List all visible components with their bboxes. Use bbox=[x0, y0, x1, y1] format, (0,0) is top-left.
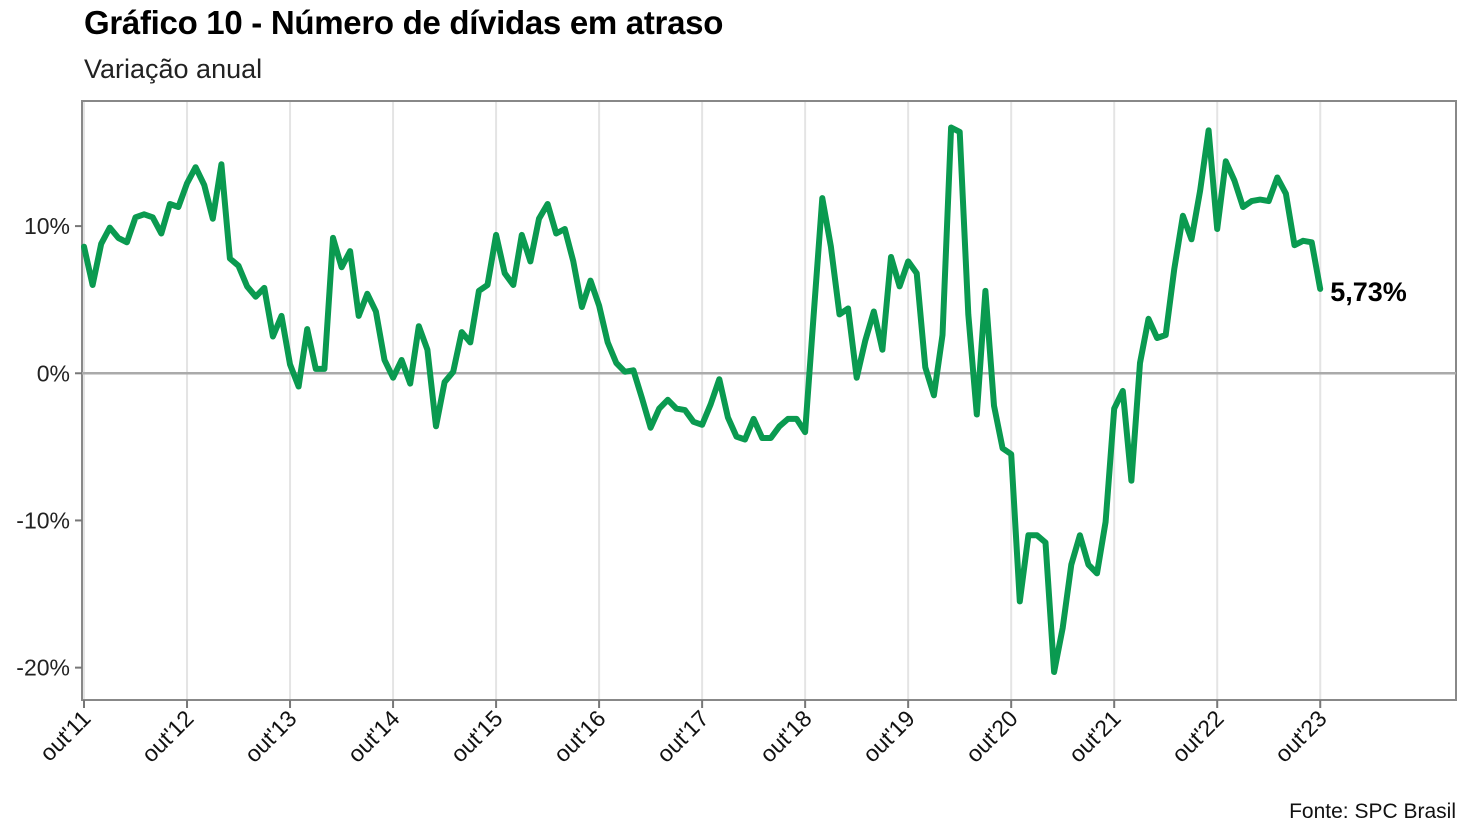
x-tick-label: out'20 bbox=[961, 705, 1023, 767]
x-tick-label: out'15 bbox=[445, 705, 507, 767]
chart-title: Gráfico 10 - Número de dívidas em atraso bbox=[84, 4, 724, 41]
series-line bbox=[81, 124, 1324, 675]
y-axis: -20% -10% 0% 10% bbox=[16, 213, 82, 681]
chart-subtitle: Variação anual bbox=[84, 54, 263, 84]
x-tick-label: out'19 bbox=[858, 705, 920, 767]
x-tick-label: out'21 bbox=[1064, 705, 1126, 767]
y-tick-label: -20% bbox=[16, 655, 70, 681]
plot-border bbox=[81, 100, 1457, 701]
x-tick-label: out'22 bbox=[1167, 705, 1229, 767]
y-tick-label: 0% bbox=[37, 360, 70, 386]
x-tick-label: out'13 bbox=[239, 705, 301, 767]
y-tick-label: -10% bbox=[16, 507, 70, 533]
x-tick-label: out'12 bbox=[136, 705, 198, 767]
x-axis: out'11 out'12 out'13 out'14 out'15 out'16 out'… bbox=[35, 700, 1332, 767]
end-value-label: 5,73% bbox=[1330, 277, 1407, 307]
source-note: Fonte: SPC Brasil bbox=[1289, 800, 1456, 823]
x-tick-label: out'11 bbox=[35, 705, 96, 766]
x-tick-label: out'16 bbox=[548, 705, 610, 767]
x-tick-label: out'23 bbox=[1270, 705, 1332, 767]
x-tick-label: out'14 bbox=[342, 705, 404, 767]
x-tick-label: out'18 bbox=[754, 705, 816, 767]
x-tick-label: out'17 bbox=[651, 705, 713, 767]
y-tick-label: 10% bbox=[24, 213, 70, 239]
